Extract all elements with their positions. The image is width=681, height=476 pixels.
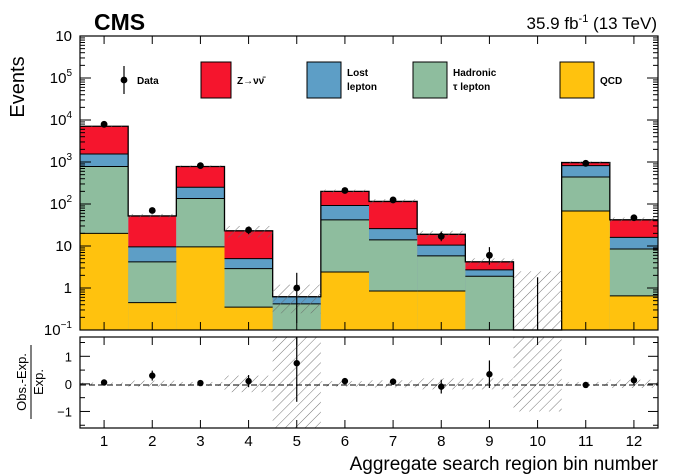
legend-data-label: Data <box>137 76 159 87</box>
x-tick-label-6: 6 <box>341 433 349 450</box>
legend-entry-data: Data <box>120 66 159 94</box>
legend: Data Z→νν̄ Lost lepton Hadronic τ lepton… <box>120 61 622 99</box>
legend-lost-lepton-label-line2: lepton <box>347 82 377 93</box>
ratio-y-tick-label: 1 <box>65 349 72 364</box>
x-tick-label-10: 10 <box>529 433 546 450</box>
ratio-point-bin-4 <box>245 377 252 385</box>
legend-hadronic-tau-label-line1: Hadronic <box>453 68 497 79</box>
ratio-y-tick-label: −1 <box>57 404 72 419</box>
data-point-bin-8 <box>437 232 445 240</box>
legend-entry-qcd: QCD <box>559 61 622 99</box>
top-y-tick-label: 104 <box>50 110 73 129</box>
x-tick-label-5: 5 <box>293 433 301 450</box>
legend-znunu-swatch <box>200 61 232 99</box>
data-point-bin-1 <box>100 120 108 128</box>
data-point-bin-11 <box>582 159 590 167</box>
bar-qcd-bin-11 <box>561 211 610 330</box>
top-y-tick-label: 105 <box>50 68 73 87</box>
x-tick-label-3: 3 <box>196 433 204 450</box>
x-tick-label-11: 11 <box>578 433 594 450</box>
bar-qcd-bin-4 <box>224 307 273 330</box>
ratio-point-bin-5 <box>293 359 300 367</box>
ratio-point-bin-2 <box>149 372 156 379</box>
x-tick-label-1: 1 <box>100 433 108 450</box>
data-point-bin-5 <box>293 284 301 292</box>
legend-data-marker <box>120 76 128 84</box>
ratio-point-bin-8 <box>438 383 445 390</box>
y-axis-title: Events <box>7 56 29 117</box>
ratio-point-bin-7 <box>389 378 397 385</box>
x-tick-label-4: 4 <box>244 433 252 450</box>
ratio-point-bin-3 <box>197 379 204 387</box>
ratio-y-title-denominator: Exp. <box>31 369 46 395</box>
uncertainty-band-bin-2 <box>128 213 177 219</box>
ratio-point-bin-6 <box>341 377 349 385</box>
ratio-y-axis-ticks: −1 0 1 <box>57 342 658 426</box>
data-point-bin-7 <box>389 196 397 204</box>
x-tick-label-12: 12 <box>626 433 643 450</box>
bar-qcd-bin-3 <box>176 246 225 330</box>
top-y-tick-label: 10 <box>55 28 72 45</box>
data-point-bin-4 <box>245 226 252 234</box>
bar-qcd-bin-1 <box>80 233 129 330</box>
top-plot-frame <box>79 35 659 331</box>
data-points <box>100 120 638 330</box>
ratio-y-tick-label: 0 <box>65 377 72 392</box>
data-point-bin-9 <box>486 251 493 259</box>
legend-qcd-label: QCD <box>600 76 622 87</box>
top-y-tick-label: 103 <box>50 152 73 171</box>
top-panel: 10−1 1 10 102 103 104 105 10 CMS 35.9 fb-1 (13 … <box>7 9 659 339</box>
legend-entry-lost-lepton: Lost lepton <box>306 61 377 99</box>
data-point-bin-6 <box>341 187 349 194</box>
legend-qcd-swatch <box>559 61 595 99</box>
bar-hadronic-tau-bin-9 <box>465 276 514 330</box>
legend-znunu-label: Z→νν̄ <box>237 76 266 87</box>
ratio-x-axis-ticks: 1 2 3 4 5 6 7 8 9 10 11 12 <box>100 337 642 450</box>
ratio-y-title-numerator: Obs.-Exp. <box>14 353 29 411</box>
bar-qcd-bin-6 <box>320 272 369 330</box>
stacked-bars <box>80 125 658 331</box>
ratio-band-bin-10 <box>513 337 562 412</box>
legend-entry-hadronic-tau: Hadronic τ lepton <box>412 61 497 99</box>
legend-hadronic-tau-swatch <box>412 61 448 99</box>
data-point-bin-2 <box>148 207 156 214</box>
ratio-point-bin-1 <box>100 379 108 386</box>
x-tick-label-8: 8 <box>437 433 445 450</box>
legend-lost-lepton-label-line1: Lost <box>347 68 369 79</box>
top-y-tick-label: 102 <box>50 194 73 213</box>
luminosity-label: 35.9 fb-1 (13 TeV) <box>527 13 657 33</box>
legend-entry-znunu: Z→νν̄ <box>200 61 266 99</box>
ratio-uncertainty-band <box>80 337 658 428</box>
top-y-axis-ticks: 10−1 1 10 102 103 104 105 10 <box>44 28 658 339</box>
ratio-points <box>100 337 638 402</box>
x-tick-label-9: 9 <box>485 433 493 450</box>
top-y-tick-label: 1 <box>64 280 72 297</box>
top-x-axis-ticks <box>103 36 635 330</box>
experiment-label: CMS <box>94 9 145 35</box>
ratio-panel: −101 1 2 3 4 5 6 7 8 9 10 11 12 Obs.-Exp. Exp. Aggr… <box>14 336 659 475</box>
ratio-point-bin-9 <box>486 371 493 378</box>
legend-hadronic-tau-label-line2: τ lepton <box>453 82 490 93</box>
top-y-tick-label: 10 <box>55 238 72 255</box>
ratio-y-axis-title: Obs.-Exp. Exp. <box>14 345 46 419</box>
data-point-bin-12 <box>630 214 638 222</box>
ratio-plot-frame <box>79 336 659 429</box>
x-tick-label-2: 2 <box>148 433 156 450</box>
x-axis-title: Aggregate search region bin number <box>350 454 659 475</box>
ratio-band-bin-2 <box>128 380 177 387</box>
ratio-point-bin-11 <box>582 381 589 389</box>
total-expectation-outline <box>80 125 658 331</box>
data-point-bin-3 <box>197 162 204 170</box>
top-y-tick-label: 10−1 <box>44 320 73 339</box>
ratio-point-bin-12 <box>630 377 638 384</box>
x-tick-label-7: 7 <box>389 433 397 450</box>
legend-lost-lepton-swatch <box>306 61 342 99</box>
